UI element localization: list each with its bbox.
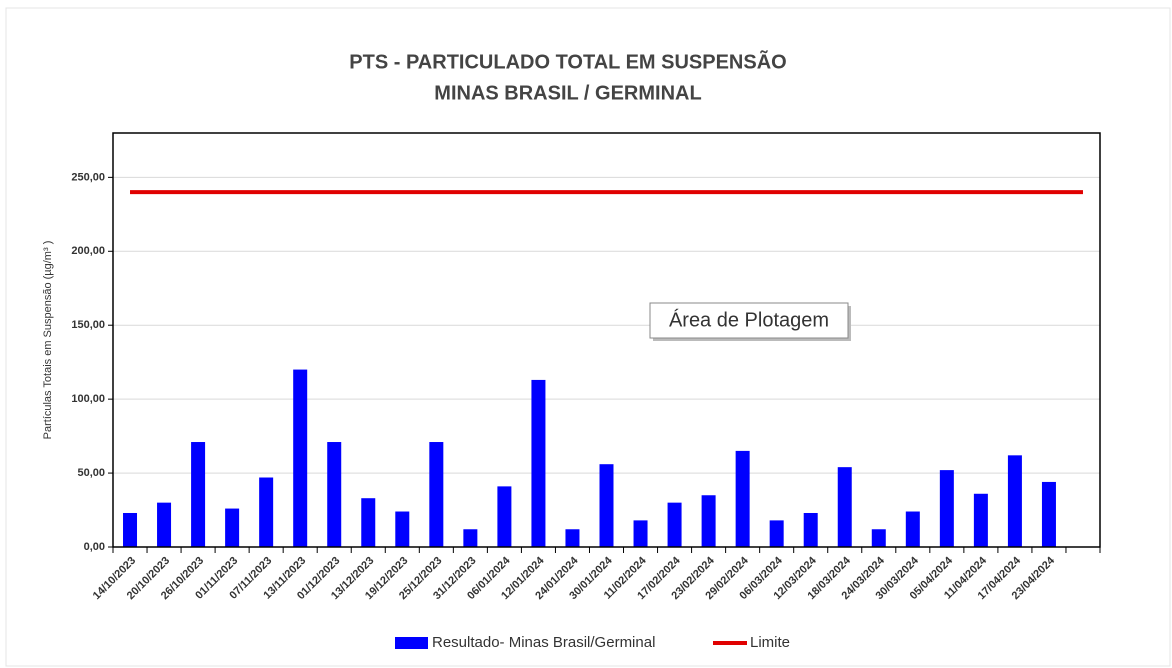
bar bbox=[599, 464, 614, 547]
bar bbox=[225, 508, 240, 547]
bar bbox=[939, 470, 954, 547]
y-tick-label: 0,00 bbox=[84, 541, 105, 553]
bar bbox=[803, 512, 818, 547]
bar bbox=[429, 442, 444, 547]
bar bbox=[361, 498, 376, 547]
y-axis-label: Partículas Totais em Suspensão (µg/m³ ) bbox=[42, 241, 54, 440]
legend-label: Resultado- Minas Brasil/Germinal bbox=[432, 634, 655, 651]
bar bbox=[667, 502, 682, 547]
plot-border bbox=[112, 132, 1101, 548]
bar bbox=[157, 502, 172, 547]
bar bbox=[633, 520, 648, 547]
bar bbox=[123, 512, 138, 547]
bar bbox=[191, 442, 206, 547]
chart-frame bbox=[5, 7, 1171, 667]
bar bbox=[1007, 455, 1022, 547]
bar bbox=[565, 529, 580, 547]
bar bbox=[395, 511, 410, 547]
y-tick-label: 50,00 bbox=[77, 467, 105, 479]
bar bbox=[1041, 481, 1056, 547]
y-tick-label: 200,00 bbox=[71, 245, 105, 257]
chart-title: PTS - PARTICULADO TOTAL EM SUSPENSÃO bbox=[349, 50, 786, 73]
bar bbox=[531, 379, 546, 547]
annotation: Área de Plotagem bbox=[669, 308, 829, 331]
bar bbox=[837, 467, 852, 547]
bar bbox=[497, 486, 512, 547]
legend-label: Limite bbox=[750, 634, 790, 651]
annotation-box bbox=[649, 302, 849, 339]
y-tick-label: 100,00 bbox=[71, 393, 105, 405]
bar bbox=[735, 450, 750, 547]
bar bbox=[327, 442, 342, 547]
legend-swatch bbox=[395, 637, 428, 649]
bar bbox=[293, 369, 308, 547]
y-tick-label: 250,00 bbox=[71, 171, 105, 183]
bar bbox=[871, 529, 886, 547]
bar bbox=[463, 529, 478, 547]
chart-subtitle: MINAS BRASIL / GERMINAL bbox=[434, 82, 701, 104]
bar bbox=[701, 495, 716, 547]
bar bbox=[259, 477, 274, 547]
y-tick-label: 150,00 bbox=[71, 319, 105, 331]
bar bbox=[769, 520, 784, 547]
bar bbox=[973, 493, 988, 547]
bar bbox=[905, 511, 920, 547]
